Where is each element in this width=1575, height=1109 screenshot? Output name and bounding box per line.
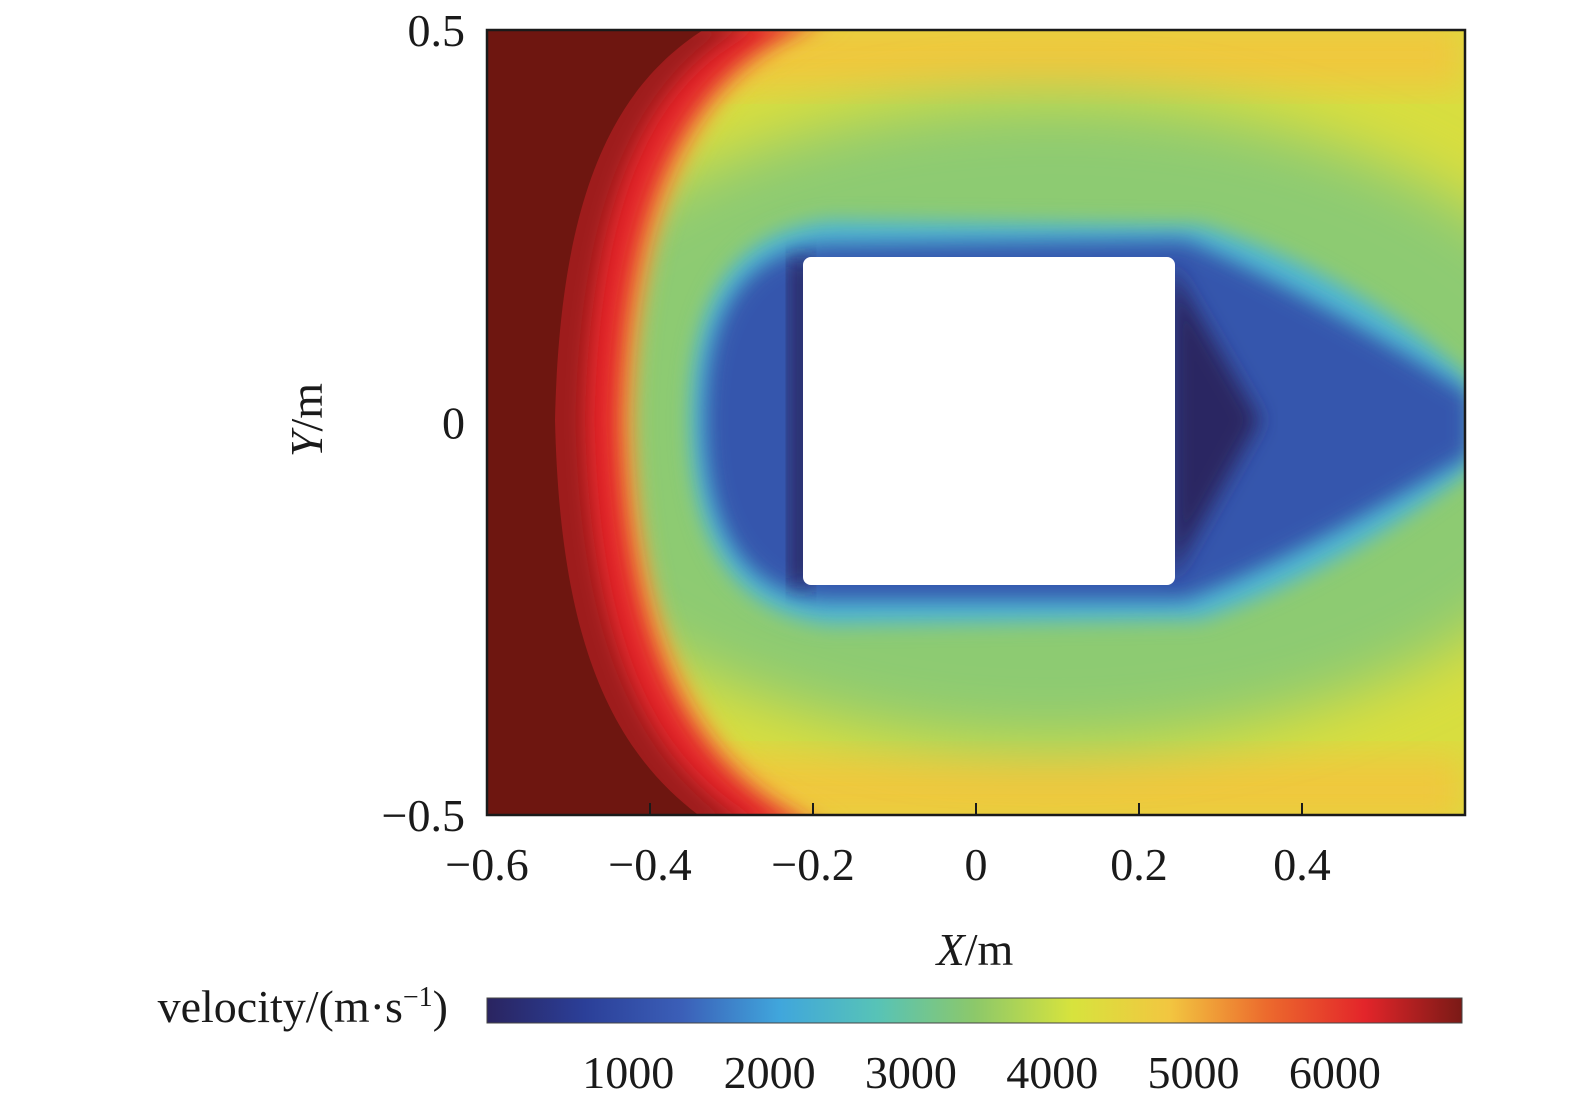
colorbar-label: velocity/(m·s−1) [158,981,448,1032]
y-tick-label: −0.5 [382,790,465,841]
colorbar-tick-label: 5000 [1148,1047,1240,1098]
x-tick-label: 0.2 [1110,839,1168,890]
colorbar-tick-label: 6000 [1289,1047,1381,1098]
x-tick-label: 0.4 [1273,839,1331,890]
colorbar-tick-label: 3000 [865,1047,957,1098]
x-tick-label: 0 [965,839,988,890]
x-axis-ticks: −0.6 −0.4 −0.2 0 0.2 0.4 [445,803,1331,890]
colorbar-tick-label: 1000 [582,1047,674,1098]
y-axis-ticks: −0.5 0 0.5 [382,5,465,841]
colorbar-tick-label: 4000 [1006,1047,1098,1098]
y-tick-label: 0 [442,398,465,449]
plot-area [487,30,1465,815]
colorbar-tick-label: 2000 [724,1047,816,1098]
field-wake-zone [1170,265,1260,580]
x-tick-label: −0.4 [608,839,691,890]
x-tick-label: −0.6 [445,839,528,890]
x-axis-label: X/m [935,924,1014,975]
colorbar [486,997,1463,1024]
colorbar-ticks: 1000 2000 3000 4000 5000 6000 [582,1047,1381,1098]
x-tick-label: −0.2 [771,839,854,890]
field-upstream [487,30,704,815]
obstacle-square [803,257,1175,585]
y-tick-label: 0.5 [408,5,466,56]
y-axis-label: Y/m [281,383,332,457]
